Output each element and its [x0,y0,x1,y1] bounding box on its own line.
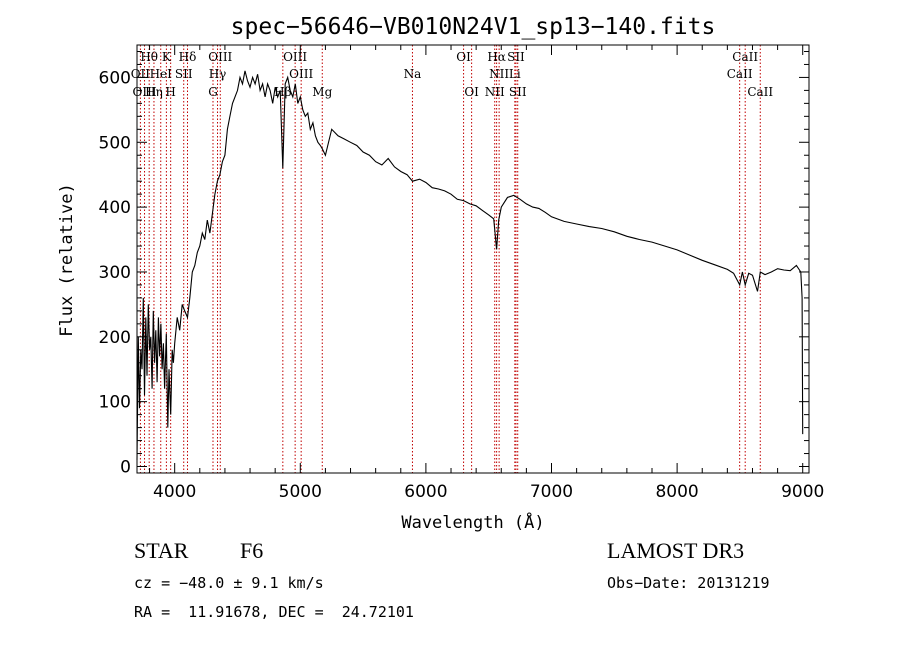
object-class: STAR [134,538,189,563]
marker-label-13: OIII [283,50,307,64]
x-tick-label-4000: 4000 [153,482,196,502]
observation-date: Obs−Date: 20131219 [607,574,770,592]
marker-label-5: K [162,50,172,64]
marker-label-21: NII [489,67,509,81]
marker-label-7: SII [175,67,193,81]
x-tick-label-6000: 6000 [404,482,447,502]
chart-title: spec−56646−VB010N24V1_sp13−140.fits [231,14,716,40]
x-axis-label: Wavelength (Å) [401,511,544,533]
y-tick-label-200: 200 [99,328,131,348]
marker-label-17: OI [456,50,471,64]
marker-label-2: OIII [133,85,157,99]
redshift-value: cz = −48.0 ± 9.1 km/s [134,574,324,592]
x-tick-label-5000: 5000 [279,482,322,502]
y-axis-label: Flux (relative) [57,183,77,337]
marker-label-0: Hθ [140,50,158,64]
marker-label-14: OIII [289,67,313,81]
marker-label-1: OII [131,67,151,81]
y-tick-label-400: 400 [99,198,131,218]
marker-label-16: Na [404,67,422,81]
marker-label-23: Li [509,67,521,81]
spectrum-chart: spec−56646−VB010N24V1_sp13−140.fits Hθ OI… [57,14,824,533]
y-axis: 0 100 200 300 400 500 600 [99,50,809,478]
y-tick-label-600: 600 [99,68,131,88]
marker-label-11: OIII [208,50,232,64]
marker-label-19: NII [485,85,505,99]
y-tick-label-0: 0 [120,458,131,478]
marker-label-6: H [165,85,175,99]
coordinates: RA = 11.91678, DEC = 24.72101 [134,603,414,621]
survey-name: LAMOST DR3 [607,538,745,563]
plot-frame [136,44,810,474]
x-tick-label-8000: 8000 [655,482,698,502]
line-marker-group [139,45,761,473]
marker-label-10: Hγ [209,67,227,81]
x-axis: 4000 5000 6000 7000 8000 9000 [149,45,824,502]
marker-label-26: CaII [732,50,758,64]
marker-label-24: SII [509,85,527,99]
marker-label-8: Hδ [179,50,197,64]
y-tick-label-300: 300 [99,263,131,283]
spectrum-series-line [136,70,804,461]
marker-label-18: OI [464,85,479,99]
marker-label-15: Mg [312,85,332,99]
object-subclass: F6 [240,538,264,563]
marker-label-3: Hη [145,85,163,99]
line-label-group: HθOIIOIIIHηHeIKHSIIHδGHγOIIIHβOIIIOIIIMg… [131,50,774,99]
x-tick-label-9000: 9000 [781,482,824,502]
marker-label-27: CaII [747,85,773,99]
y-tick-label-100: 100 [99,393,131,413]
y-tick-label-500: 500 [99,133,131,153]
marker-label-20: Hα [487,50,506,64]
marker-label-22: SII [507,50,525,64]
marker-label-25: CaII [727,67,753,81]
x-tick-label-7000: 7000 [530,482,573,502]
marker-label-9: G [208,85,218,99]
marker-label-4: HeI [150,67,173,81]
